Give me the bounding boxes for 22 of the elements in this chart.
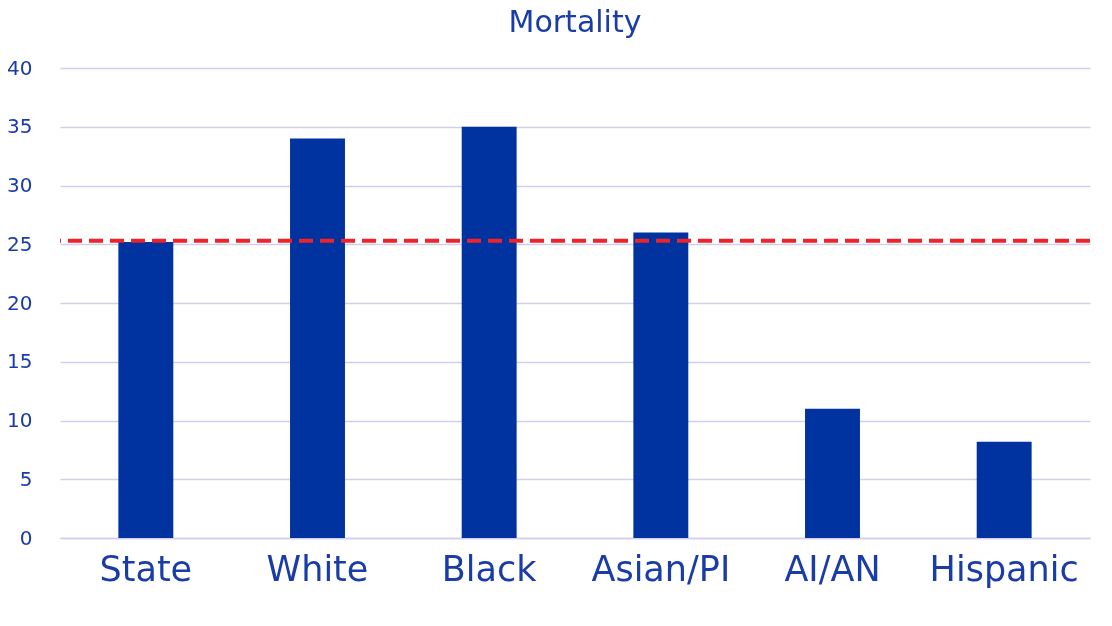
bar	[290, 138, 345, 538]
y-tick-label: 5	[19, 466, 33, 491]
x-tick-label: Hispanic	[929, 548, 1079, 589]
y-tick-label: 10	[7, 408, 33, 432]
bar	[805, 408, 860, 538]
bar	[633, 232, 689, 538]
chart-title: Mortality	[508, 4, 642, 39]
x-tick-label: State	[99, 548, 193, 589]
bar	[461, 126, 517, 538]
y-tick-label: 35	[7, 114, 33, 139]
x-tick-label: Asian/PI	[591, 548, 731, 589]
y-tick-label: 40	[7, 55, 33, 80]
y-tick-label: 20	[7, 290, 33, 315]
y-tick-label: 15	[7, 349, 33, 374]
y-tick-label: 30	[7, 173, 33, 197]
x-tick-label: Black	[441, 548, 538, 589]
bar	[118, 241, 174, 538]
y-tick-label: 0	[19, 525, 33, 550]
x-tick-label: White	[266, 548, 369, 589]
bar	[976, 441, 1032, 538]
x-tick-label: AI/AN	[784, 548, 881, 589]
y-tick-label: 25	[7, 231, 33, 256]
